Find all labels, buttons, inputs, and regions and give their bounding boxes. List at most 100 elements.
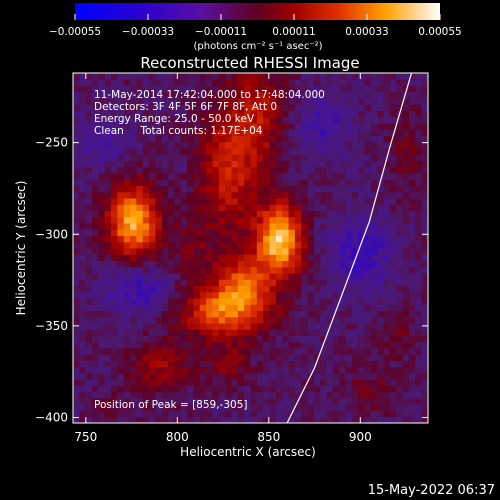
heatmap-pixel (402, 229, 410, 236)
heatmap-pixel (155, 116, 163, 124)
heatmap-pixel (269, 298, 277, 305)
heatmap-pixel (320, 73, 328, 80)
heatmap-pixel (326, 204, 334, 211)
heatmap-pixel (231, 304, 239, 311)
heatmap-pixel (199, 298, 207, 305)
heatmap-pixel (339, 216, 347, 224)
heatmap-pixel (370, 398, 378, 405)
heatmap-pixel (415, 135, 423, 143)
heatmap-pixel (199, 154, 207, 161)
heatmap-pixel (301, 391, 309, 399)
heatmap-pixel (212, 291, 220, 299)
heatmap-pixel (231, 173, 239, 180)
heatmap-pixel (288, 98, 296, 105)
heatmap-pixel (415, 110, 423, 118)
heatmap-pixel (351, 129, 359, 136)
heatmap-pixel (155, 266, 163, 274)
heatmap-pixel (231, 329, 239, 336)
heatmap-pixel (225, 179, 232, 186)
heatmap-pixel (402, 204, 410, 211)
heatmap-pixel (218, 98, 226, 105)
heatmap-pixel (389, 366, 397, 374)
heatmap-pixel (104, 166, 112, 174)
heatmap-pixel (218, 154, 226, 161)
heatmap-pixel (149, 85, 156, 93)
heatmap-pixel (339, 379, 347, 386)
heatmap-pixel (168, 166, 175, 174)
x-tick-label: 850 (257, 430, 280, 444)
heatmap-pixel (155, 235, 163, 243)
heatmap-pixel (193, 410, 201, 418)
heatmap-pixel (237, 291, 245, 299)
heatmap-pixel (142, 179, 150, 186)
heatmap-pixel (187, 323, 194, 330)
heatmap-pixel (212, 229, 220, 236)
heatmap-pixel (377, 210, 385, 218)
heatmap-pixel (351, 160, 359, 168)
heatmap-pixel (408, 241, 416, 249)
heatmap-pixel (256, 110, 264, 118)
heatmap-pixel (320, 298, 328, 305)
heatmap-pixel (396, 85, 404, 93)
heatmap-pixel (288, 129, 296, 136)
heatmap-pixel (370, 179, 378, 186)
heatmap-pixel (326, 73, 334, 80)
heatmap-pixel (275, 329, 283, 336)
heatmap-pixel (111, 329, 118, 336)
heatmap-pixel (408, 398, 416, 405)
heatmap-pixel (98, 223, 106, 230)
heatmap-pixel (326, 166, 334, 174)
heatmap-pixel (294, 235, 302, 243)
heatmap-pixel (111, 135, 118, 143)
heatmap-pixel (383, 173, 391, 180)
heatmap-pixel (212, 416, 220, 423)
heatmap-pixel (383, 166, 391, 174)
heatmap-pixel (396, 179, 404, 186)
heatmap-pixel (288, 360, 296, 368)
heatmap-pixel (307, 179, 315, 186)
heatmap-pixel (275, 298, 283, 305)
heatmap-pixel (212, 241, 220, 249)
heatmap-pixel (149, 248, 156, 255)
heatmap-pixel (364, 304, 372, 311)
heatmap-pixel (168, 379, 175, 386)
x-tick-label: 800 (166, 430, 189, 444)
heatmap-pixel (332, 341, 340, 349)
heatmap-pixel (98, 216, 106, 224)
heatmap-pixel (180, 210, 188, 218)
heatmap-pixel (136, 404, 144, 411)
heatmap-pixel (174, 354, 182, 361)
heatmap-pixel (73, 210, 80, 218)
heatmap-pixel (231, 73, 239, 80)
heatmap-pixel (320, 191, 328, 199)
heatmap-pixel (142, 191, 150, 199)
heatmap-pixel (111, 116, 118, 124)
heatmap-pixel (320, 366, 328, 374)
heatmap-pixel (92, 391, 99, 399)
heatmap-pixel (98, 329, 106, 336)
heatmap-pixel (117, 391, 125, 399)
heatmap-pixel (199, 316, 207, 324)
heatmap-pixel (294, 73, 302, 80)
heatmap-pixel (231, 398, 239, 405)
heatmap-pixel (155, 166, 163, 174)
heatmap-pixel (294, 335, 302, 343)
heatmap-pixel (212, 104, 220, 111)
heatmap-pixel (174, 160, 182, 168)
heatmap-pixel (370, 329, 378, 336)
heatmap-pixel (263, 179, 271, 186)
heatmap-pixel (130, 179, 137, 186)
heatmap-pixel (199, 310, 207, 318)
heatmap-pixel (142, 404, 150, 411)
heatmap-pixel (142, 223, 150, 230)
heatmap-pixel (351, 260, 359, 268)
heatmap-pixel (199, 379, 207, 386)
heatmap-pixel (193, 148, 201, 155)
heatmap-pixel (187, 210, 194, 218)
heatmap-pixel (332, 210, 340, 218)
heatmap-pixel (320, 216, 328, 224)
heatmap-pixel (73, 316, 80, 324)
heatmap-pixel (92, 123, 99, 130)
heatmap-pixel (237, 360, 245, 368)
heatmap-pixel (250, 341, 258, 349)
